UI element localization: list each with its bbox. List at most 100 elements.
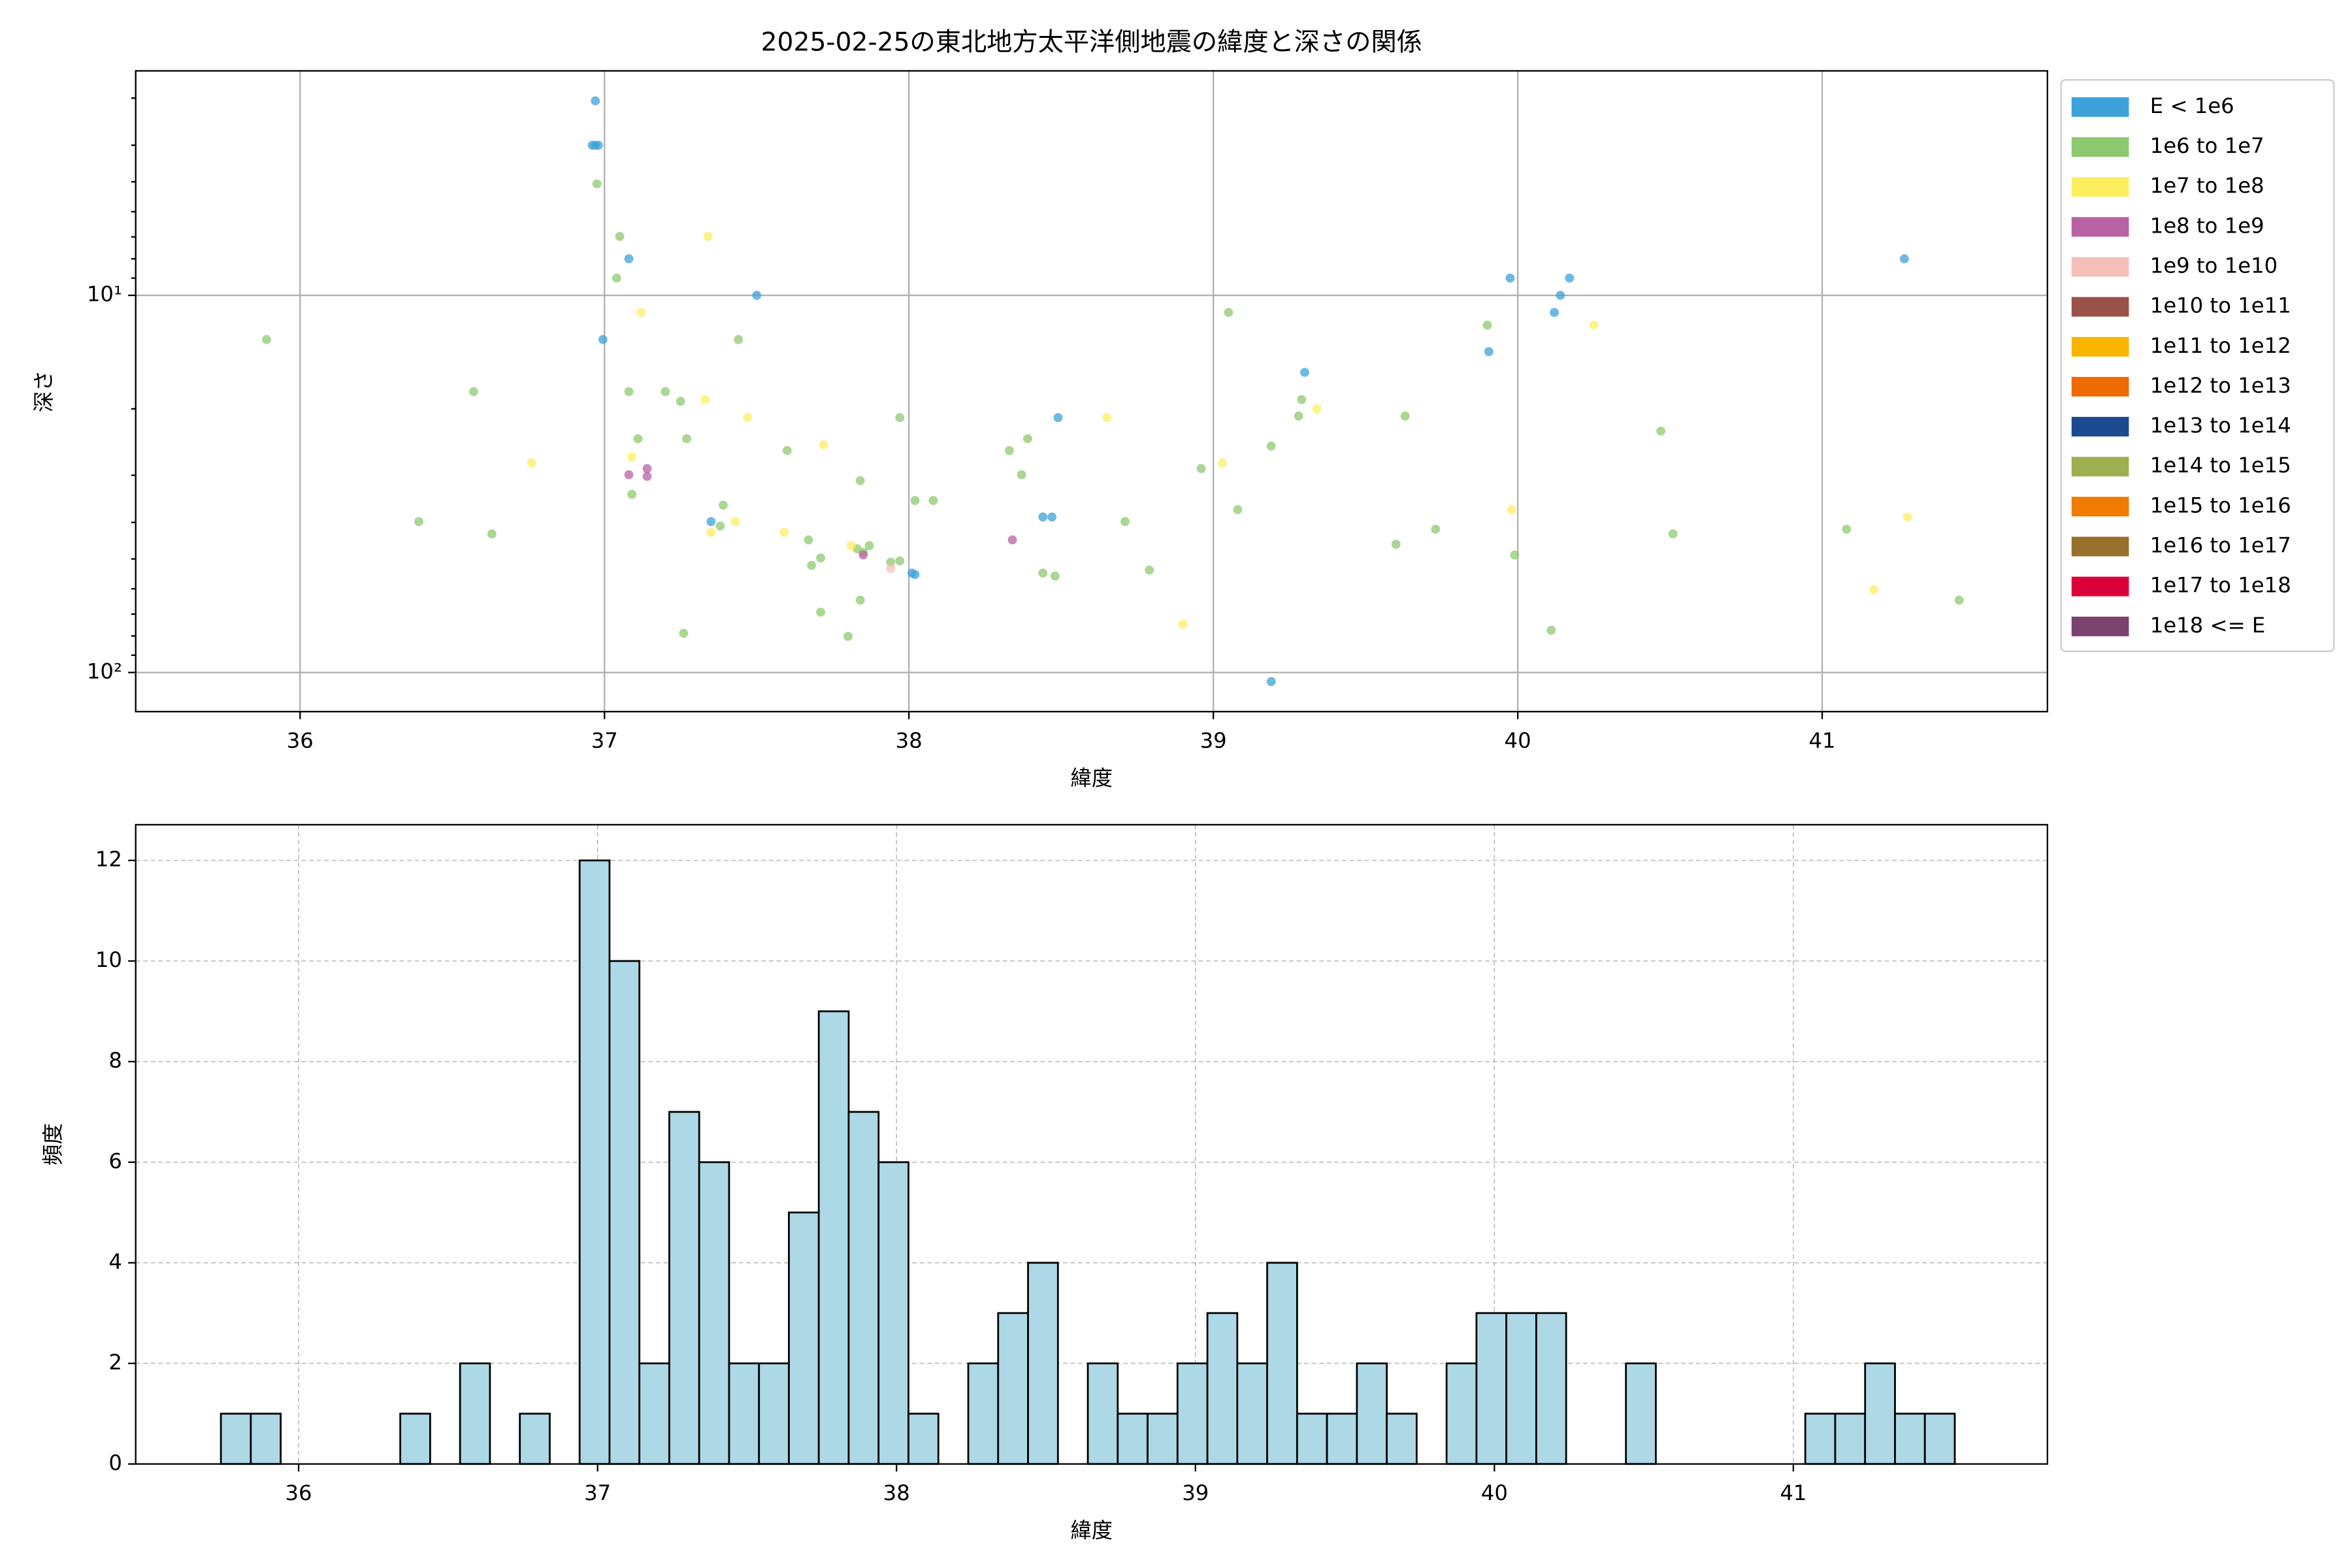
- point: [743, 413, 753, 423]
- point: [1196, 464, 1206, 474]
- point: [1022, 434, 1032, 444]
- bar: [1296, 1413, 1328, 1465]
- y-tick-label: 10²: [87, 659, 122, 683]
- point: [1505, 273, 1515, 283]
- bar: [608, 960, 641, 1465]
- point: [1391, 540, 1401, 549]
- point: [1482, 320, 1492, 330]
- point: [928, 496, 938, 506]
- point: [1297, 395, 1307, 404]
- point: [591, 96, 600, 106]
- bar: [997, 1312, 1029, 1465]
- legend-swatch: [2071, 497, 2129, 517]
- point: [627, 489, 637, 499]
- bar: [250, 1413, 282, 1465]
- point: [682, 434, 691, 444]
- point: [1565, 273, 1575, 283]
- point: [1899, 254, 1909, 264]
- point: [594, 140, 603, 150]
- bar: [1505, 1312, 1537, 1465]
- point: [642, 464, 652, 474]
- point: [1668, 529, 1678, 539]
- point: [910, 496, 920, 506]
- point: [1300, 367, 1309, 377]
- x-tick-label: 36: [286, 1480, 312, 1505]
- x-tick-label: 38: [896, 728, 923, 753]
- point: [1431, 525, 1441, 534]
- point: [807, 561, 817, 570]
- legend-swatch: [2071, 457, 2129, 477]
- y-tick-label: 10: [95, 947, 122, 972]
- point: [1903, 512, 1912, 522]
- point: [804, 535, 813, 545]
- bar: [877, 1161, 909, 1465]
- x-tick-label: 40: [1481, 1480, 1508, 1505]
- legend-swatch: [2071, 616, 2129, 636]
- bar: [668, 1111, 700, 1465]
- legend-swatch: [2071, 576, 2129, 596]
- point: [592, 179, 602, 189]
- axes-frame: [135, 70, 2048, 713]
- legend-swatch: [2071, 417, 2129, 437]
- bar: [220, 1413, 252, 1465]
- point: [633, 434, 643, 444]
- point: [1017, 470, 1026, 480]
- bar: [1894, 1413, 1926, 1465]
- bar: [1236, 1362, 1268, 1465]
- point: [1589, 320, 1599, 330]
- y-axis-label: 頻度: [41, 1123, 65, 1166]
- point: [1233, 505, 1243, 514]
- chart-title: 2025-02-25の東北地方太平洋側地震の緯度と深さの関係: [761, 27, 1422, 57]
- legend-label: 1e18 <= E: [2150, 613, 2266, 638]
- legend-swatch: [2071, 177, 2129, 197]
- point: [706, 517, 716, 527]
- point: [816, 608, 825, 617]
- bar: [847, 1111, 880, 1465]
- y-tick-label: 2: [108, 1350, 122, 1375]
- point: [1510, 550, 1520, 560]
- bar: [1356, 1362, 1388, 1465]
- point: [703, 231, 713, 241]
- bar: [519, 1413, 551, 1465]
- point: [636, 308, 646, 318]
- point: [730, 517, 740, 527]
- point: [1005, 446, 1014, 455]
- point: [1224, 308, 1233, 318]
- bar: [399, 1413, 431, 1465]
- legend-swatch: [2071, 376, 2129, 397]
- y-tick-label: 0: [108, 1450, 122, 1475]
- bar: [817, 1010, 850, 1465]
- legend-label: 1e8 to 1e9: [2150, 213, 2264, 238]
- point: [886, 557, 896, 567]
- point: [734, 335, 743, 344]
- bar: [728, 1362, 760, 1465]
- point: [1294, 411, 1303, 421]
- y-tick-label: 10¹: [87, 282, 122, 306]
- point: [527, 458, 536, 468]
- y-axis-label: 深さ: [31, 370, 56, 413]
- point: [846, 541, 856, 551]
- point: [1038, 568, 1048, 578]
- y-tick-label: 12: [95, 847, 122, 872]
- legend-label: 1e17 to 1e18: [2150, 573, 2291, 598]
- legend-swatch: [2071, 137, 2129, 157]
- point: [598, 335, 608, 344]
- point: [855, 476, 865, 485]
- point: [262, 335, 271, 344]
- x-tick-label: 37: [591, 728, 618, 753]
- legend-label: E < 1e6: [2150, 93, 2234, 118]
- point: [1266, 441, 1276, 451]
- bar: [1923, 1413, 1956, 1465]
- bar: [1834, 1413, 1867, 1465]
- point: [1869, 585, 1879, 595]
- point: [1507, 505, 1516, 514]
- point: [679, 629, 689, 638]
- bar: [1266, 1262, 1298, 1465]
- point: [1842, 525, 1852, 534]
- legend-swatch: [2071, 336, 2129, 357]
- legend-label: 1e14 to 1e15: [2150, 453, 2291, 478]
- point: [779, 527, 789, 537]
- point: [487, 529, 497, 539]
